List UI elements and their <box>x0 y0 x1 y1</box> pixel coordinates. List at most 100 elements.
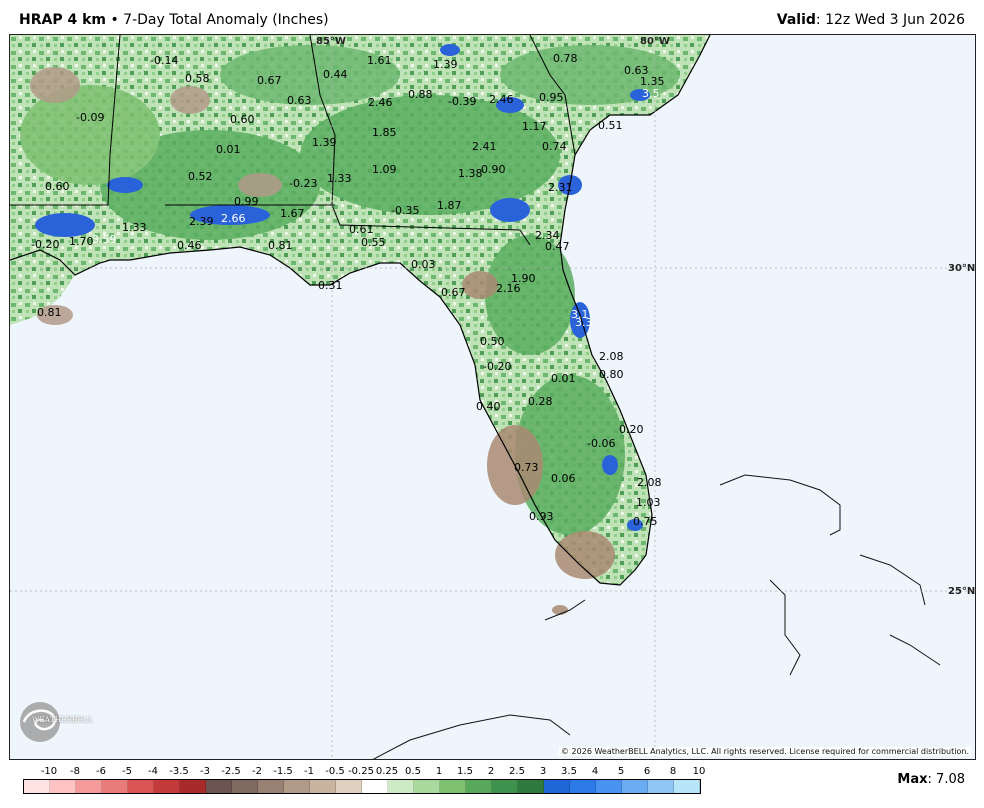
anomaly-value-label: 0.47 <box>545 240 570 253</box>
anomaly-value-label: 1.39 <box>312 136 337 149</box>
legend-tick-label: 3 <box>539 766 547 777</box>
legend-swatch <box>284 780 310 793</box>
title-separator: • <box>110 12 119 28</box>
legend-swatch <box>674 780 700 793</box>
anomaly-value-label: 1.39 <box>433 58 458 71</box>
gridlines <box>10 35 975 759</box>
anomaly-value-label: 1.09 <box>372 163 397 176</box>
anomaly-value-label: -0.20 <box>31 238 60 251</box>
valid-label: Valid <box>776 12 816 28</box>
map-panel: 85°W 80°W 30°N 25°N -0.14 0.58 0.67 0.44… <box>9 34 976 760</box>
valid-time: Valid: 12z Wed 3 Jun 2026 <box>777 12 965 28</box>
anomaly-value-label: 1.87 <box>437 199 462 212</box>
anomaly-value-label: 3.1 <box>571 308 589 321</box>
anomaly-value-label: 0.01 <box>551 372 576 385</box>
legend-swatch <box>154 780 180 793</box>
legend-swatch <box>206 780 232 793</box>
anomaly-value-label: 0.58 <box>185 72 210 85</box>
anomaly-value-label: 0.60 <box>45 180 70 193</box>
anomaly-value-label: 0.20 <box>619 423 644 436</box>
legend-tick-label: -1 <box>304 766 314 777</box>
anomaly-value-label: 1.33 <box>122 221 147 234</box>
valid-time-value: : 12z Wed 3 Jun 2026 <box>815 12 965 28</box>
legend-swatch <box>466 780 492 793</box>
anomaly-value-label: 2.31 <box>548 181 573 194</box>
logo-text: WEATHERBELL <box>32 716 93 724</box>
gridline-label-80w: 80°W <box>640 36 670 47</box>
legend-swatch <box>310 780 336 793</box>
legend-swatches <box>23 779 701 794</box>
legend-tick-label: 8 <box>669 766 677 777</box>
legend-tick-label: -3.5 <box>169 766 189 777</box>
legend-tick-label: -4 <box>148 766 158 777</box>
legend-tick-label: 1.5 <box>457 766 473 777</box>
blue-anomaly-areas <box>35 44 650 531</box>
legend-swatch <box>180 780 206 793</box>
anomaly-value-label: 1.33 <box>327 172 352 185</box>
legend-tick-label: 1 <box>435 766 443 777</box>
anomaly-value-label: 0.78 <box>553 52 578 65</box>
legend-swatch <box>76 780 102 793</box>
anomaly-value-label: 3.5 <box>642 87 660 100</box>
anomaly-value-label: 0.93 <box>529 510 554 523</box>
anomaly-value-label: 1.85 <box>372 126 397 139</box>
anomaly-value-label: -0.23 <box>289 177 318 190</box>
max-number: : 7.08 <box>927 772 965 787</box>
legend-swatch <box>544 780 570 793</box>
anomaly-value-label: 1.38 <box>458 167 483 180</box>
legend-tick-label: -10 <box>40 766 58 777</box>
anomaly-value-label: 3.3 <box>575 316 593 329</box>
anomaly-value-label: 0.51 <box>598 119 623 132</box>
legend-tick-label: -6 <box>96 766 106 777</box>
legend-tick-label: 3.5 <box>561 766 577 777</box>
gridline-label-85w: 85°W <box>316 36 346 47</box>
legend-swatch <box>24 780 50 793</box>
legend-swatch <box>440 780 466 793</box>
legend-tick-label: 6 <box>643 766 651 777</box>
gridline-label-30n: 30°N <box>948 263 976 274</box>
legend-swatch <box>492 780 518 793</box>
legend-tick-label: -8 <box>70 766 80 777</box>
anomaly-value-label: 0.40 <box>476 400 501 413</box>
legend-tick-label: 0.5 <box>405 766 421 777</box>
legend-tick-label: -0.5 <box>325 766 345 777</box>
anomaly-value-label: 0.81 <box>268 239 293 252</box>
anomaly-value-label: 2.16 <box>496 282 521 295</box>
legend-swatch <box>570 780 596 793</box>
anomaly-value-label: 0.44 <box>323 68 348 81</box>
max-label: Max <box>897 772 928 787</box>
anomaly-value-label: 0.90 <box>481 163 506 176</box>
legend-tick-label: 2 <box>487 766 495 777</box>
anomaly-value-label: 0.63 <box>287 94 312 107</box>
anomaly-value-label: 0.55 <box>361 236 386 249</box>
anomaly-value-label: 0.81 <box>37 306 62 319</box>
model-name: HRAP 4 km <box>19 12 106 28</box>
legend-swatch <box>258 780 284 793</box>
legend-swatch <box>622 780 648 793</box>
anomaly-value-label: 0.63 <box>624 64 649 77</box>
legend-swatch <box>388 780 414 793</box>
swirl-logo-icon <box>20 702 60 742</box>
legend-ticks: -10 -8 -6 -5 -4 -3.5 -3 -2.5 -2 -1.5 -1 -0.5 -0.25 0.… <box>23 766 706 778</box>
weatherbell-logo: WEATHERBELL <box>14 699 93 745</box>
anomaly-value-label: 0.52 <box>188 170 213 183</box>
anomaly-value-label: 0.88 <box>408 88 433 101</box>
legend-swatch <box>648 780 674 793</box>
anomaly-value-label: -0.35 <box>391 204 420 217</box>
anomaly-value-label: 0.67 <box>441 286 466 299</box>
anomaly-value-label: -0.06 <box>587 437 616 450</box>
legend-tick-label: -0.25 <box>348 766 374 777</box>
legend-tick-label: 0.25 <box>375 766 399 777</box>
legend-swatch <box>102 780 128 793</box>
anomaly-value-label: 1.17 <box>522 120 547 133</box>
island-outlines <box>372 474 941 759</box>
anomaly-value-label: 2.41 <box>472 140 497 153</box>
anomaly-value-label: 1.35 <box>640 75 665 88</box>
anomaly-value-label: 1.70 <box>69 235 94 248</box>
anomaly-value-label: -0.20 <box>483 360 512 373</box>
legend-swatch <box>232 780 258 793</box>
legend-tick-label: 4 <box>591 766 599 777</box>
anomaly-value-label: 2.46 <box>368 96 393 109</box>
color-legend: -10 -8 -6 -5 -4 -3.5 -3 -2.5 -2 -1.5 -1 -0.5 -0.25 0.… <box>0 762 984 808</box>
gridline-label-25n: 25°N <box>948 586 976 597</box>
